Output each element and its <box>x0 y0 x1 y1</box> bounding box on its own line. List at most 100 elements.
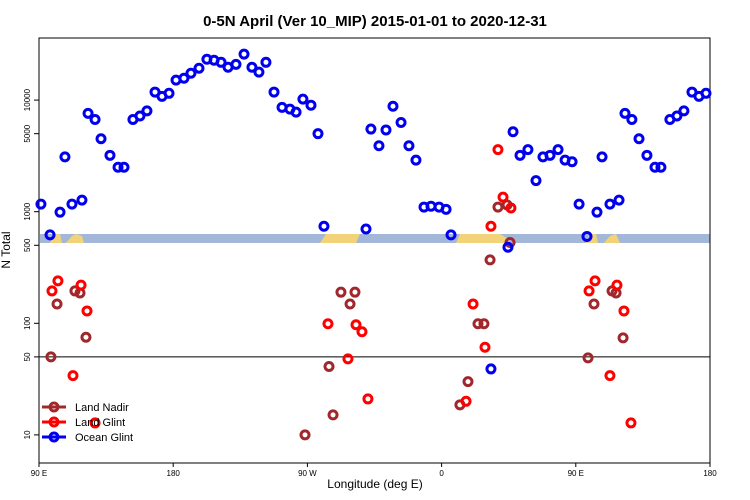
point <box>112 161 124 173</box>
point <box>530 175 542 187</box>
point <box>356 326 368 338</box>
point <box>104 149 116 161</box>
legend-marker <box>48 416 60 428</box>
x-tick-label: 90 W <box>298 469 317 478</box>
point <box>44 229 56 241</box>
point <box>462 376 474 388</box>
point <box>611 279 623 291</box>
point <box>467 298 479 310</box>
point <box>193 62 205 74</box>
point <box>360 223 372 235</box>
point <box>230 58 242 70</box>
point <box>589 275 601 287</box>
point <box>440 203 452 215</box>
point <box>626 113 638 125</box>
point <box>365 123 377 135</box>
land-strip <box>320 234 360 243</box>
x-axis-label: Longitude (deg E) <box>327 477 422 491</box>
point <box>678 105 690 117</box>
land-strip <box>604 234 620 243</box>
point <box>141 105 153 117</box>
point <box>59 151 71 163</box>
point <box>163 87 175 99</box>
land-strip <box>456 234 510 243</box>
point <box>514 149 526 161</box>
point <box>581 230 593 242</box>
point <box>290 106 302 118</box>
point <box>76 194 88 206</box>
x-tick-label: 90 E <box>568 469 584 478</box>
point <box>349 286 361 298</box>
y-tick-label: 10000 <box>23 88 32 111</box>
point <box>89 417 101 429</box>
point <box>655 161 667 173</box>
y-axis-label: N Total <box>0 231 13 268</box>
point <box>46 285 58 297</box>
point <box>246 61 258 73</box>
point <box>460 395 472 407</box>
point <box>362 393 374 405</box>
point <box>387 100 399 112</box>
ocean-strip <box>40 234 710 243</box>
x-tick-label: 0 <box>439 469 444 478</box>
point <box>342 353 354 365</box>
legend-marker <box>48 401 60 413</box>
x-tick-label: 180 <box>703 469 717 478</box>
map-strip <box>40 234 710 243</box>
point <box>215 56 227 68</box>
point <box>591 206 603 218</box>
x-tick-label: 90 E <box>31 469 47 478</box>
point <box>395 116 407 128</box>
point <box>604 370 616 382</box>
point <box>478 318 490 330</box>
point <box>35 198 47 210</box>
point <box>583 285 595 297</box>
legend-marker <box>48 431 60 443</box>
legend-label: Land Nadir <box>75 402 129 414</box>
point <box>619 107 631 119</box>
point <box>596 151 608 163</box>
point <box>312 128 324 140</box>
point <box>604 198 616 210</box>
land-strip <box>66 234 84 243</box>
point <box>318 220 330 232</box>
point <box>497 191 509 203</box>
point <box>544 149 556 161</box>
point <box>380 124 392 136</box>
point <box>505 202 517 214</box>
point <box>502 241 514 253</box>
point <box>566 156 578 168</box>
point <box>410 154 422 166</box>
point <box>335 286 347 298</box>
point <box>52 275 64 287</box>
point <box>522 144 534 156</box>
y-tick-label: 1000 <box>23 202 32 220</box>
point <box>373 140 385 152</box>
x-tick-label: 180 <box>167 469 181 478</box>
chart-title: 0-5N April (Ver 10_MIP) 2015-01-01 to 20… <box>203 13 547 30</box>
point <box>641 149 653 161</box>
point <box>472 318 484 330</box>
point <box>322 318 334 330</box>
point <box>75 279 87 291</box>
point <box>613 194 625 206</box>
point <box>649 161 661 173</box>
point <box>268 86 280 98</box>
point <box>588 298 600 310</box>
point <box>344 298 356 310</box>
y-tick-label: 50 <box>23 352 32 361</box>
point <box>323 361 335 373</box>
legend-label: Ocean Glint <box>75 432 133 444</box>
point <box>484 254 496 266</box>
point <box>260 56 272 68</box>
y-tick-label: 5000 <box>23 124 32 142</box>
point <box>185 67 197 79</box>
point <box>89 113 101 125</box>
point <box>403 140 415 152</box>
point <box>67 370 79 382</box>
y-tick-label: 100 <box>23 316 32 330</box>
point <box>617 332 629 344</box>
point <box>671 110 683 122</box>
